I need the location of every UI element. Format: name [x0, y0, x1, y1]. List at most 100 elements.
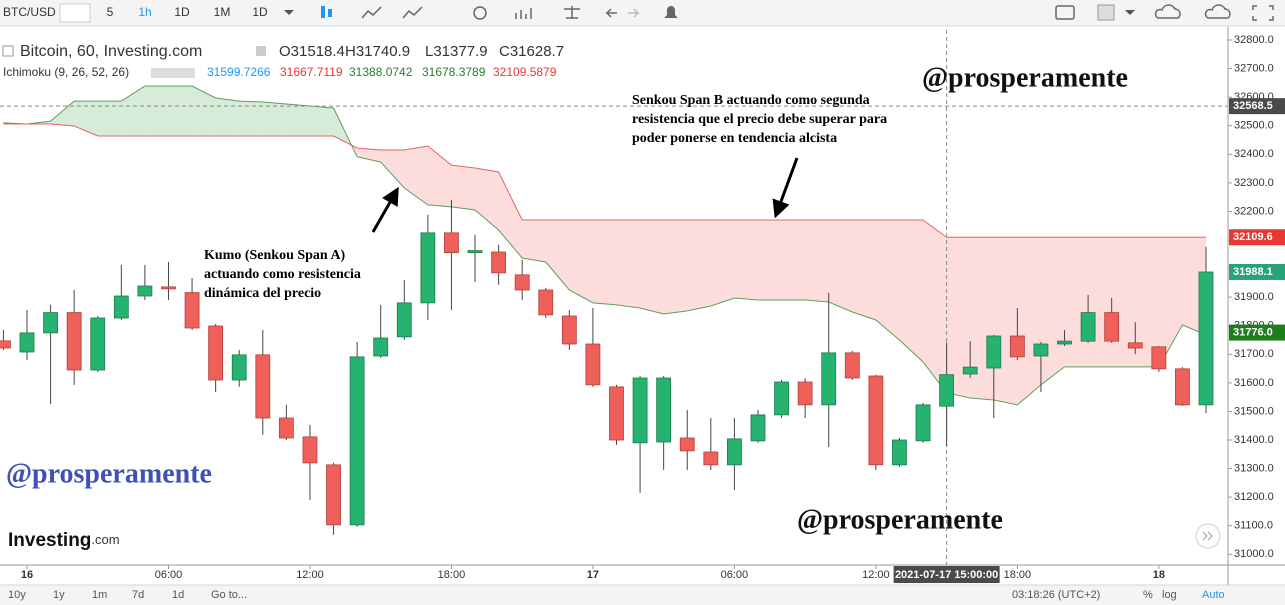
cloud-upload-icon[interactable] — [1204, 4, 1231, 19]
y-tick-label: 32700.0 — [1234, 62, 1274, 74]
interval[interactable]: 1h — [138, 5, 151, 19]
cloud-fill — [475, 168, 499, 230]
indicator-controls[interactable] — [151, 68, 195, 78]
x-tick-label: 18 — [1153, 569, 1165, 581]
x-tick-label: 16 — [21, 569, 33, 581]
note-line: resistencia que el precio debe superar p… — [632, 112, 887, 127]
cloud-fill — [734, 220, 758, 300]
candle-body — [1151, 346, 1167, 370]
candle-body — [302, 436, 318, 464]
goto-button[interactable]: Go to... — [211, 589, 247, 601]
collapse-icon[interactable] — [2, 45, 14, 57]
candle-body — [19, 332, 35, 353]
candle-body — [184, 292, 200, 329]
logo-suffix: .com — [91, 532, 119, 547]
cloud-fill — [1088, 237, 1112, 367]
note-line: Kumo (Senkou Span A) — [204, 248, 346, 263]
time-badge-label: 2021-07-17 15:00:00 — [895, 569, 998, 581]
legend-low: L31377.9 — [425, 43, 488, 60]
candle-body — [161, 286, 176, 290]
cloud-fill — [404, 146, 428, 205]
logo: Investing.com — [8, 530, 120, 551]
price-badge-label: 32568.5 — [1233, 100, 1273, 112]
auto-toggle[interactable]: Auto — [1202, 589, 1225, 601]
candle-body — [444, 232, 459, 253]
settings-icon[interactable] — [473, 6, 487, 20]
cloud-fill — [97, 101, 122, 136]
symbol-search[interactable] — [59, 3, 91, 23]
legend-settings[interactable] — [256, 46, 266, 56]
candle-body — [90, 317, 106, 371]
cloud-fill — [239, 101, 263, 136]
cloud-fill — [923, 220, 947, 393]
symbol[interactable]: BTC/USD — [3, 5, 56, 19]
dropdown-icon[interactable] — [1125, 10, 1135, 15]
area-icon[interactable] — [402, 6, 423, 19]
undo-icon[interactable] — [605, 8, 617, 18]
candle-body — [514, 274, 530, 291]
y-tick-label: 31400.0 — [1234, 434, 1274, 446]
watermark: @prosperamente — [797, 504, 1003, 535]
indicators-icon[interactable] — [515, 8, 532, 19]
logo-main: Investing — [8, 530, 91, 551]
cloud-fill — [545, 220, 570, 290]
candle-body — [467, 250, 483, 253]
range-button[interactable]: 7d — [132, 589, 144, 601]
range-button[interactable]: 1m — [92, 589, 107, 601]
cloud-fill — [1135, 237, 1159, 367]
candle-body — [491, 251, 507, 274]
cloud-fill — [828, 220, 853, 312]
watermark: @prosperamente — [6, 458, 212, 489]
price-badge — [1229, 98, 1285, 115]
line-icon[interactable] — [361, 6, 382, 19]
note-line: actuando como resistencia — [204, 267, 361, 282]
candle-body — [1009, 335, 1025, 358]
interval[interactable]: 1D — [174, 5, 190, 19]
clock: 03:18:26 (UTC+2) — [1012, 589, 1100, 601]
note-line: Senkou Span B actuando como segunda — [632, 93, 870, 108]
scroll-button[interactable] — [1195, 523, 1221, 549]
layout-icon[interactable] — [1097, 4, 1115, 21]
cloud-fill — [121, 86, 145, 136]
legend-close: C31628.7 — [499, 43, 564, 60]
price-badge — [1229, 263, 1285, 280]
alert-icon[interactable] — [664, 6, 678, 18]
candle-body — [585, 343, 601, 386]
log-toggle[interactable]: log — [1162, 589, 1177, 601]
y-tick-label: 32500.0 — [1234, 120, 1274, 132]
y-tick-label: 31500.0 — [1234, 405, 1274, 417]
interval[interactable]: 1M — [214, 5, 231, 19]
redo-icon[interactable] — [628, 8, 640, 18]
y-tick-label: 31100.0 — [1234, 520, 1273, 532]
range-button[interactable]: 10y — [8, 589, 26, 601]
compare-icon[interactable] — [564, 6, 580, 19]
candle-body — [208, 325, 224, 381]
interval[interactable]: 5 — [107, 5, 114, 19]
range-button[interactable]: 1d — [172, 589, 184, 601]
toolbar — [0, 0, 1285, 26]
interval[interactable]: 1D — [252, 5, 268, 19]
cloud-fill — [215, 98, 240, 136]
price-badge — [1229, 229, 1285, 246]
indicator-name: Ichimoku (9, 26, 52, 26) — [3, 65, 129, 79]
range-button[interactable]: 1y — [53, 589, 65, 601]
candles-icon[interactable] — [321, 6, 332, 18]
percent-toggle[interactable]: % — [1143, 589, 1153, 601]
camera-icon[interactable] — [1055, 5, 1075, 20]
cloud-fill — [781, 220, 806, 300]
fullscreen-icon[interactable] — [1252, 5, 1274, 21]
cloud-download-icon[interactable] — [1154, 4, 1181, 19]
legend-title: Bitcoin, 60, Investing.com — [20, 43, 202, 60]
cloud-fill — [852, 220, 876, 320]
y-tick-label: 31200.0 — [1234, 491, 1274, 503]
candle-body — [43, 312, 58, 334]
candle-body — [750, 414, 766, 442]
dropdown-icon[interactable] — [284, 10, 294, 15]
cloud-fill — [616, 220, 641, 308]
cloud-fill — [569, 220, 593, 303]
y-tick-label: 32200.0 — [1234, 205, 1274, 217]
cloud-fill — [50, 101, 75, 126]
candle-body — [255, 354, 271, 419]
senkou-note: Senkou Span B actuando como segunda resi… — [204, 93, 887, 301]
cloud-fill — [592, 220, 617, 305]
